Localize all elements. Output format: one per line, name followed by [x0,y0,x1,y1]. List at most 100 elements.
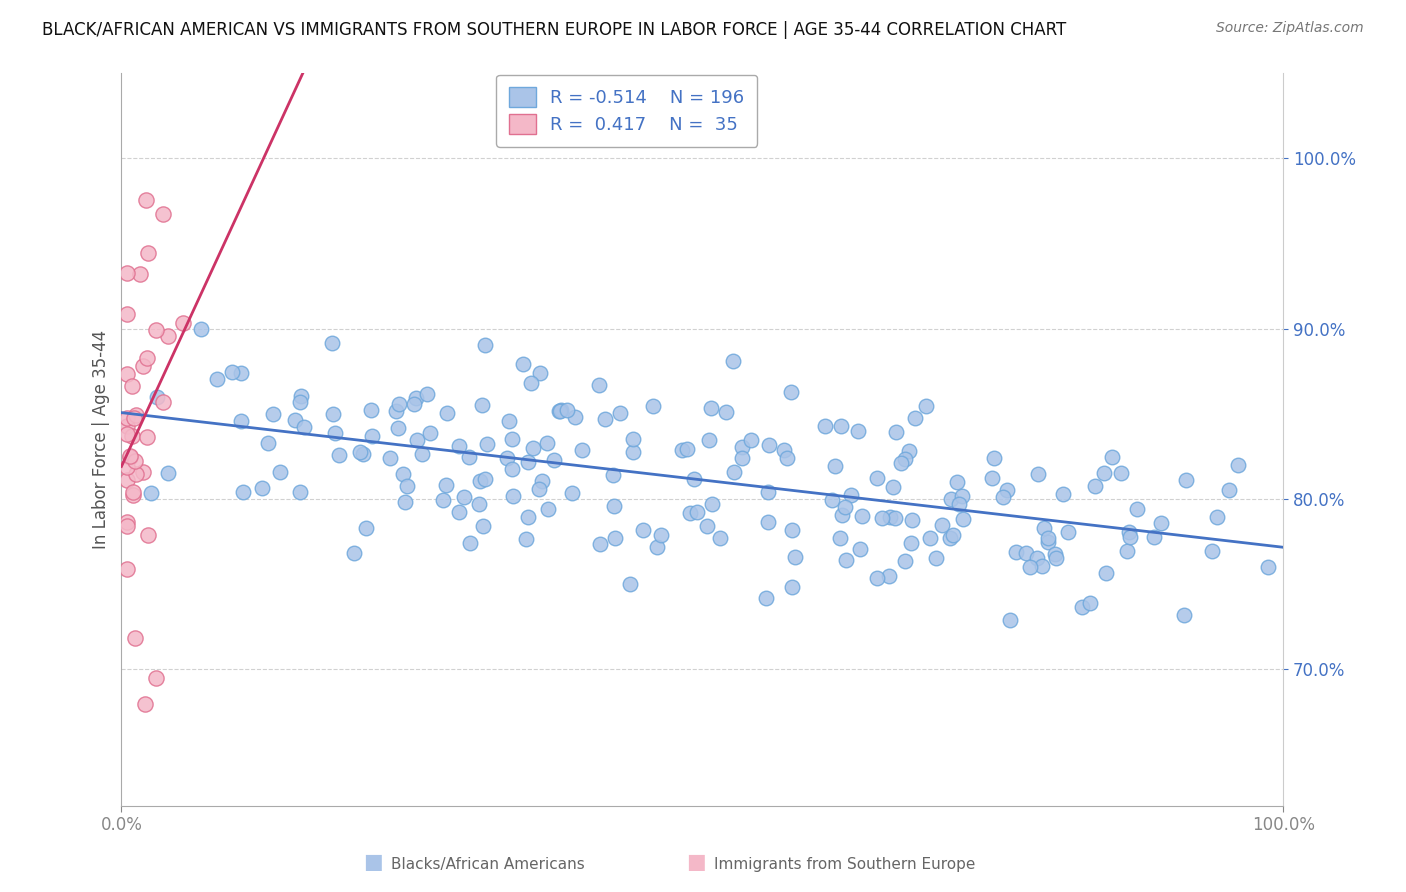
Point [595,411,617,425]
Point [361,428,384,442]
Point [156,466,179,480]
Legend: R = -0.514    N = 196, R =  0.417    N =  35: R = -0.514 N = 196, R = 0.417 N = 35 [496,75,758,147]
Point [458,450,481,464]
Point [900,535,922,549]
Point [406,433,429,447]
Point [709,531,731,545]
Point [884,511,907,525]
Point [411,447,433,461]
Point [1175,473,1198,487]
Point [1019,559,1042,574]
Point [631,524,654,538]
Point [118,450,141,464]
Point [416,387,439,401]
Point [1031,558,1053,573]
Point [121,429,143,443]
Point [396,479,419,493]
Point [995,483,1018,497]
Point [136,528,159,542]
Point [821,492,844,507]
Point [322,407,344,421]
Point [447,439,470,453]
Point [993,491,1015,505]
Text: ■: ■ [686,853,706,872]
Point [471,398,494,412]
Point [205,372,228,386]
Point [152,206,174,220]
Point [1205,509,1227,524]
Point [152,395,174,409]
Point [125,408,148,422]
Point [1126,501,1149,516]
Point [349,445,371,459]
Point [530,474,553,488]
Point [262,407,284,421]
Point [515,532,537,546]
Point [419,425,441,440]
Point [1109,466,1132,480]
Point [124,467,146,482]
Point [432,492,454,507]
Point [1201,544,1223,558]
Point [882,480,904,494]
Point [121,488,143,502]
Point [621,432,644,446]
Point [131,359,153,374]
Point [1026,467,1049,481]
Point [561,486,583,500]
Point [1078,596,1101,610]
Point [231,414,253,428]
Point [1056,524,1078,539]
Point [589,537,612,551]
Point [294,419,316,434]
Point [516,509,538,524]
Point [436,406,458,420]
Point [723,465,745,479]
Point [683,472,706,486]
Point [378,451,401,466]
Point [731,450,754,465]
Point [122,410,145,425]
Point [609,406,631,420]
Point [387,421,409,435]
Point [257,435,280,450]
Point [221,366,243,380]
Point [321,336,343,351]
Point [931,517,953,532]
Point [950,489,973,503]
Point [394,495,416,509]
Point [288,395,311,409]
Point [517,455,540,469]
Point [128,267,150,281]
Point [405,391,427,405]
Point [948,498,970,512]
Text: Immigrants from Southern Europe: Immigrants from Southern Europe [714,857,976,872]
Point [520,376,543,391]
Point [780,384,803,399]
Point [851,509,873,524]
Point [894,554,917,568]
Point [131,465,153,479]
Point [139,486,162,500]
Point [136,245,159,260]
Point [1092,467,1115,481]
Point [603,499,626,513]
Point [1095,566,1118,581]
Point [697,433,720,447]
Point [1115,544,1137,558]
Point [740,433,762,447]
Point [145,323,167,337]
Point [117,427,139,442]
Point [548,404,571,418]
Point [671,442,693,457]
Point [495,451,517,466]
Point [1142,530,1164,544]
Point [117,473,139,487]
Point [830,418,852,433]
Point [1218,483,1240,498]
Text: Blacks/African Americans: Blacks/African Americans [391,857,585,872]
Point [946,475,969,489]
Point [776,450,799,465]
Point [941,528,963,542]
Point [458,536,481,550]
